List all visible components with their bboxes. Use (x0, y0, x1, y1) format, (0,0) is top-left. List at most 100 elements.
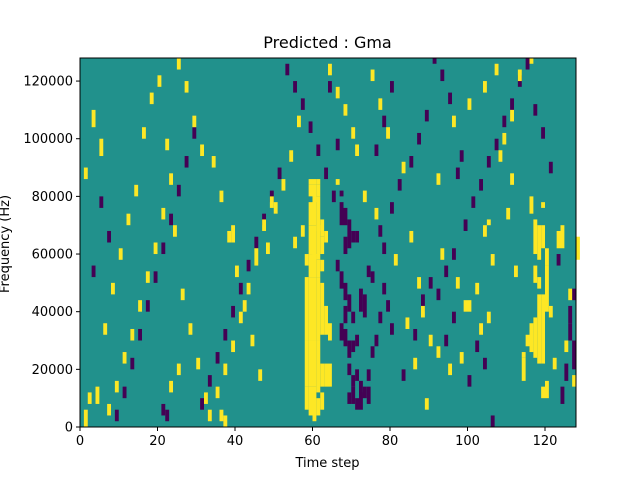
heatmap-cell-low (432, 58, 437, 64)
heatmap-cell-high (227, 230, 232, 243)
heatmap-cell-high (122, 352, 127, 364)
heatmap-cell-high (510, 109, 515, 122)
heatmap-cell-low (374, 334, 379, 347)
heatmap-cell-high (494, 63, 499, 76)
heatmap-cell-high (448, 363, 453, 376)
heatmap-cell-high (200, 144, 205, 157)
heatmap-cell-high (219, 409, 224, 422)
heatmap-cell-low (397, 179, 402, 191)
heatmap-cell-high (572, 375, 577, 387)
heatmap-cell-high (223, 363, 228, 376)
heatmap-cell-high (452, 115, 456, 128)
heatmap-cell-high (409, 230, 414, 243)
chart-title: Predicted : Gma (263, 33, 391, 52)
y-axis-title: Frequency (Hz) (0, 195, 13, 293)
heatmap-cell-low (366, 265, 371, 278)
heatmap-cell-low (359, 380, 363, 399)
heatmap-cell-high (533, 317, 538, 358)
heatmap-cell-high (324, 305, 329, 335)
y-tick-label: 120000 (23, 75, 73, 90)
heatmap-cell-low (421, 294, 425, 312)
heatmap-cell-high (262, 219, 267, 231)
heatmap-cell-low (366, 386, 371, 404)
heatmap-cell-low (386, 300, 391, 312)
heatmap-cell-high (455, 277, 460, 289)
heatmap-cell-high (552, 357, 557, 370)
heatmap-cell-high (417, 277, 422, 289)
heatmap-cell-high (490, 254, 495, 266)
heatmap-cell-high (320, 392, 325, 410)
heatmap-cell-high (250, 334, 255, 347)
heatmap-cell-low (560, 386, 565, 404)
heatmap-cell-low (254, 236, 259, 249)
heatmap-cell-low (343, 236, 348, 255)
heatmap-cell-low (366, 369, 371, 381)
heatmap-cell-low (413, 328, 418, 341)
heatmap-cell-low (223, 328, 228, 341)
x-tick-label: 60 (304, 434, 321, 449)
heatmap-cell-low (246, 259, 251, 272)
heatmap-cell-high (428, 334, 433, 347)
heatmap-cell-high (541, 202, 546, 208)
heatmap-cell-high (328, 63, 332, 76)
y-tick-label: 100000 (23, 132, 73, 147)
heatmap-cell-low (556, 254, 561, 266)
heatmap-cell-low (459, 150, 464, 162)
heatmap-cell-high (467, 98, 472, 110)
heatmap-cell-high (153, 242, 158, 255)
heatmap-cell-high (304, 386, 309, 410)
heatmap-cell-high (142, 127, 146, 139)
heatmap-cell-high (510, 173, 515, 185)
y-tick-label: 0 (65, 421, 73, 436)
heatmap-cell-low (122, 386, 127, 399)
heatmap-cell-high (304, 254, 309, 266)
heatmap-cell-high (521, 352, 526, 358)
heatmap-cell-high (312, 196, 317, 226)
heatmap-cell-high (273, 202, 278, 214)
heatmap-cell-low (444, 334, 449, 347)
heatmap-cell-high (537, 277, 542, 289)
heatmap-cell-low (165, 409, 170, 422)
heatmap-cell-high (231, 225, 236, 243)
heatmap-cell-low (440, 69, 445, 82)
x-axis: 0 20 40 60 80 100 120 (76, 427, 558, 449)
heatmap-cell-high (297, 115, 301, 128)
heatmap-cell-low (161, 403, 166, 416)
heatmap-cell-low (331, 190, 336, 203)
heatmap-cell-low (169, 213, 174, 226)
heatmap-cell-low (490, 415, 495, 427)
heatmap-cell-high (463, 300, 468, 312)
heatmap-cell-high (424, 398, 429, 410)
heatmap-cell-high (161, 207, 166, 220)
heatmap-cell-low (541, 127, 546, 139)
heatmap-cell-high (545, 248, 549, 266)
heatmap-cell-high (421, 305, 425, 318)
heatmap-cell-low (231, 305, 236, 318)
heatmap-cell-low (355, 230, 360, 243)
heatmap-cell-low (351, 230, 356, 243)
heatmap-cell-high (308, 202, 313, 226)
heatmap-cell-high (266, 242, 270, 255)
heatmap-cell-high (316, 398, 321, 416)
x-tick-label: 120 (533, 434, 558, 449)
heatmap-cell-low (444, 265, 449, 278)
heatmap-cell-high (138, 300, 143, 312)
heatmap-cell-high (157, 75, 162, 87)
heatmap-cell-high (107, 403, 112, 416)
heatmap-cell-high (541, 294, 546, 364)
heatmap-cell-low (475, 340, 480, 353)
heatmap-cell-high (87, 392, 92, 404)
y-tick-label: 80000 (32, 190, 73, 205)
heatmap-cell-high (564, 340, 569, 353)
heatmap-cell-low (238, 282, 243, 295)
heatmap-cell-high (316, 184, 321, 197)
heatmap-cell-low (339, 190, 344, 197)
heatmap-cell-low (467, 375, 472, 387)
heatmap-cell-high (401, 161, 406, 174)
heatmap-cell-high (308, 277, 313, 341)
heatmap-cell-high (440, 248, 445, 260)
heatmap-cell-high (324, 363, 329, 387)
heatmap-cell-high (289, 150, 294, 162)
heatmap-cell-high (95, 386, 100, 404)
heatmap-cell-high (541, 225, 546, 249)
